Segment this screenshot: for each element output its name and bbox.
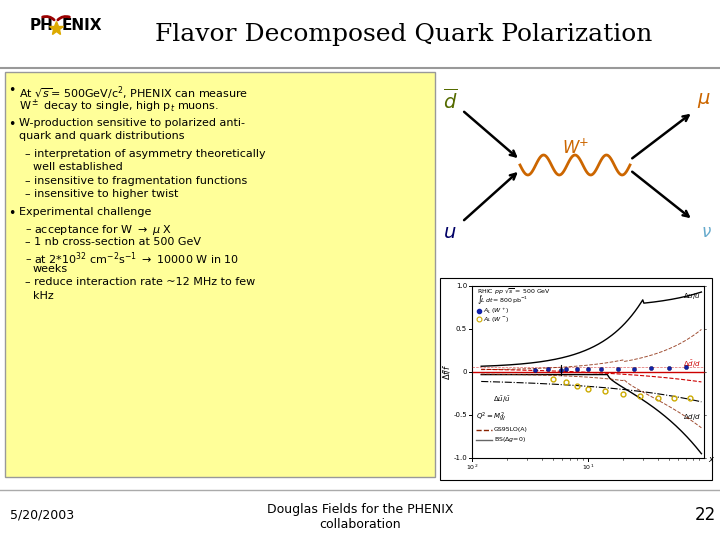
Text: $W^{\!\!+}$: $W^{\!\!+}$ xyxy=(562,138,588,158)
Text: $\Delta u/u$: $\Delta u/u$ xyxy=(683,291,701,301)
Text: •: • xyxy=(8,207,15,220)
Text: BS($\Delta g$=0): BS($\Delta g$=0) xyxy=(494,435,526,444)
Text: $A_L\,(W^-)$: $A_L\,(W^-)$ xyxy=(483,314,510,323)
Text: Flavor Decomposed Quark Polarization: Flavor Decomposed Quark Polarization xyxy=(155,24,652,46)
Text: -1.0: -1.0 xyxy=(454,455,467,461)
Text: •: • xyxy=(8,84,15,97)
Text: Douglas Fields for the PHENIX: Douglas Fields for the PHENIX xyxy=(266,503,454,516)
Text: $\overline{d}$: $\overline{d}$ xyxy=(443,87,457,112)
Text: – interpretation of asymmetry theoretically: – interpretation of asymmetry theoretica… xyxy=(25,149,266,159)
Text: ENIX: ENIX xyxy=(62,18,102,33)
Text: 10$^2$: 10$^2$ xyxy=(466,462,478,471)
Bar xyxy=(5,72,435,477)
Text: collaboration: collaboration xyxy=(319,517,401,530)
Text: W-production sensitive to polarized anti-: W-production sensitive to polarized anti… xyxy=(19,118,245,128)
Text: GS95LO(A): GS95LO(A) xyxy=(494,428,528,433)
Text: – at 2*10$^{32}$ cm$^{-2}$s$^{-1}$ $\rightarrow$ 10000 W in 10: – at 2*10$^{32}$ cm$^{-2}$s$^{-1}$ $\rig… xyxy=(25,250,239,267)
Text: quark and quark distributions: quark and quark distributions xyxy=(19,131,184,141)
Text: $\mu$: $\mu$ xyxy=(697,91,711,110)
Text: kHz: kHz xyxy=(33,291,54,301)
Text: PH: PH xyxy=(30,18,54,33)
Text: 10$^1$: 10$^1$ xyxy=(582,462,594,471)
Text: well established: well established xyxy=(33,163,122,172)
Text: $\Delta\bar{d}/d$: $\Delta\bar{d}/d$ xyxy=(683,359,701,370)
Text: 1.0: 1.0 xyxy=(456,283,467,289)
Text: – insensitive to higher twist: – insensitive to higher twist xyxy=(25,190,179,199)
Text: 22: 22 xyxy=(694,506,716,524)
Text: – 1 nb cross-section at 500 GeV: – 1 nb cross-section at 500 GeV xyxy=(25,237,201,247)
Text: At $\sqrt{s}$= 500GeV/c$^2$, PHENIX can measure: At $\sqrt{s}$= 500GeV/c$^2$, PHENIX can … xyxy=(19,84,248,102)
Text: $\nu$: $\nu$ xyxy=(701,223,711,241)
Text: $\Delta d/d$: $\Delta d/d$ xyxy=(683,413,701,422)
Text: 5/20/2003: 5/20/2003 xyxy=(10,509,74,522)
Text: -0.5: -0.5 xyxy=(454,412,467,418)
Text: 0: 0 xyxy=(462,369,467,375)
Text: •: • xyxy=(8,118,15,131)
Text: $Q^2 = M_W^2$: $Q^2 = M_W^2$ xyxy=(476,411,507,424)
Text: $A_L\,(W^+)$: $A_L\,(W^+)$ xyxy=(483,306,510,316)
Text: $u$: $u$ xyxy=(444,222,456,241)
Text: RHIC $pp$ $\sqrt{s}$ = 500 GeV: RHIC $pp$ $\sqrt{s}$ = 500 GeV xyxy=(477,287,551,297)
Text: Experimental challenge: Experimental challenge xyxy=(19,207,151,217)
Text: $\int\!L\,dt = 800\,\mathrm{pb}^{-1}$: $\int\!L\,dt = 800\,\mathrm{pb}^{-1}$ xyxy=(477,293,528,306)
Bar xyxy=(440,278,712,480)
Text: – reduce interaction rate ~12 MHz to few: – reduce interaction rate ~12 MHz to few xyxy=(25,277,256,287)
Text: $\Delta f\!/f$: $\Delta f\!/f$ xyxy=(441,364,452,380)
Text: – acceptance for W $\rightarrow$ $\mu$ X: – acceptance for W $\rightarrow$ $\mu$ X xyxy=(25,223,172,237)
Text: $\Delta\bar{u}/\bar{u}$: $\Delta\bar{u}/\bar{u}$ xyxy=(493,395,511,405)
Text: – insensitive to fragmentation functions: – insensitive to fragmentation functions xyxy=(25,176,247,186)
Text: 0.5: 0.5 xyxy=(456,326,467,332)
Text: W$^\pm$ decay to single, high p$_t$ muons.: W$^\pm$ decay to single, high p$_t$ muon… xyxy=(19,98,219,115)
Text: x: x xyxy=(708,456,713,464)
Text: weeks: weeks xyxy=(33,264,68,274)
